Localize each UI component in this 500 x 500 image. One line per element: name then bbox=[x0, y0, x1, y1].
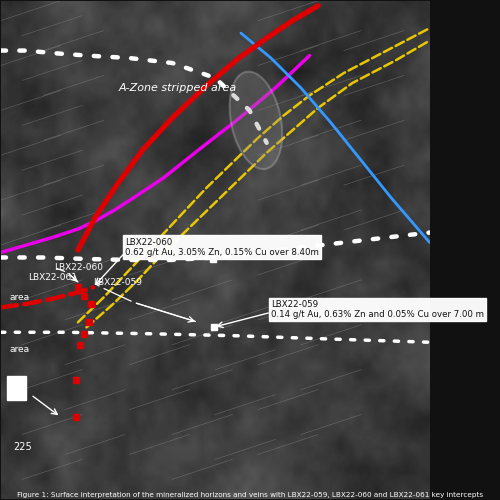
Text: area: area bbox=[10, 345, 29, 354]
Text: LBX22-059: LBX22-059 bbox=[93, 278, 142, 287]
Text: LBX22-059
0.14 g/t Au, 0.63% Zn and 0.05% Cu over 7.00 m: LBX22-059 0.14 g/t Au, 0.63% Zn and 0.05… bbox=[271, 300, 484, 320]
Text: Figure 1: Surface interpretation of the mineralized horizons and veins with LBX2: Figure 1: Surface interpretation of the … bbox=[17, 492, 483, 498]
Text: LBX22-061: LBX22-061 bbox=[28, 273, 78, 282]
Bar bbox=[7, 376, 26, 400]
Ellipse shape bbox=[230, 72, 282, 169]
Text: 225: 225 bbox=[14, 442, 32, 452]
Text: area: area bbox=[10, 293, 29, 302]
Text: LBX22-060
0.62 g/t Au, 3.05% Zn, 0.15% Cu over 8.40m: LBX22-060 0.62 g/t Au, 3.05% Zn, 0.15% C… bbox=[125, 238, 319, 257]
Text: LBX22-060: LBX22-060 bbox=[54, 263, 104, 272]
Text: A-Zone stripped area: A-Zone stripped area bbox=[118, 83, 237, 93]
